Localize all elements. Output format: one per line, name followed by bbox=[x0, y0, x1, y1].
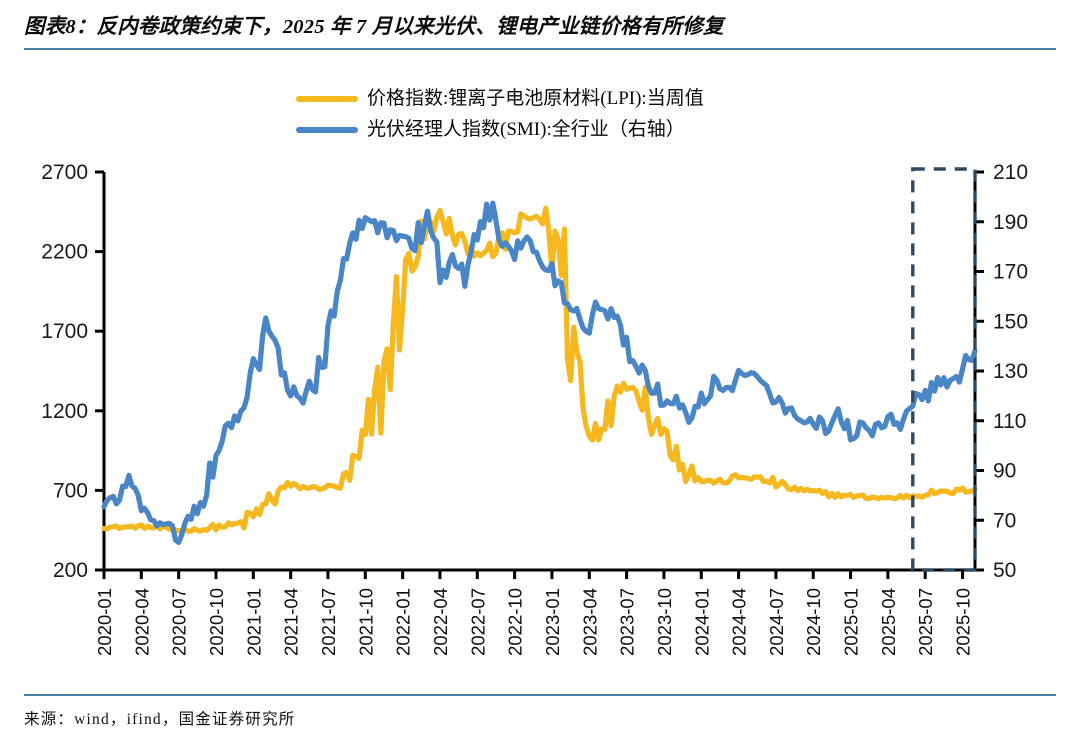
x-tick-2022-04: 2022-04 bbox=[430, 588, 451, 656]
right-tick-170: 170 bbox=[993, 261, 1028, 284]
axis-lines bbox=[95, 170, 984, 579]
x-tick-2021-07: 2021-07 bbox=[318, 588, 339, 656]
figure-title-block: 图表8：反内卷政策约束下，2025 年 7 月以来光伏、锂电产业链价格有所修复 bbox=[24, 12, 1056, 50]
left-axis-tick-labels: 200 700 1200 1700 2200 2700 bbox=[41, 161, 88, 582]
left-tick-1700: 1700 bbox=[41, 320, 88, 343]
chart-legend: 价格指数:锂离子电池原材料(LPI):当周值 光伏经理人指数(SMI):全行业（… bbox=[296, 88, 704, 141]
right-tick-210: 210 bbox=[993, 161, 1028, 184]
x-tick-2020-07: 2020-07 bbox=[169, 588, 190, 656]
legend-swatch-lpi bbox=[296, 96, 358, 102]
x-tick-2024-04: 2024-04 bbox=[729, 588, 750, 656]
x-tick-2020-04: 2020-04 bbox=[131, 588, 152, 656]
legend-item-lpi: 价格指数:锂离子电池原材料(LPI):当周值 bbox=[296, 88, 704, 110]
right-tick-150: 150 bbox=[993, 310, 1028, 333]
x-tick-2024-07: 2024-07 bbox=[766, 588, 787, 656]
legend-item-smi: 光伏经理人指数(SMI):全行业（右轴） bbox=[296, 119, 704, 141]
x-tick-2020-01: 2020-01 bbox=[94, 588, 115, 656]
right-tick-90: 90 bbox=[993, 460, 1016, 483]
figure-footer-block: 来源：wind，ifind，国金证券研究所 bbox=[24, 694, 1056, 729]
x-tick-2022-07: 2022-07 bbox=[467, 588, 488, 656]
title-divider bbox=[24, 48, 1056, 50]
x-tick-2022-10: 2022-10 bbox=[505, 588, 526, 656]
right-tick-70: 70 bbox=[993, 509, 1016, 532]
x-tick-2023-01: 2023-01 bbox=[542, 588, 563, 656]
series-line-smi bbox=[101, 200, 978, 546]
footer-divider bbox=[24, 694, 1056, 696]
x-tick-2025-01: 2025-01 bbox=[841, 588, 862, 656]
x-tick-2024-01: 2024-01 bbox=[691, 588, 712, 656]
source-note: 来源：wind，ifind，国金证券研究所 bbox=[24, 711, 296, 728]
legend-swatch-smi bbox=[296, 127, 358, 133]
legend-label-lpi: 价格指数:锂离子电池原材料(LPI):当周值 bbox=[367, 88, 704, 109]
right-tick-50: 50 bbox=[993, 559, 1016, 582]
series-lines bbox=[101, 200, 978, 546]
x-tick-2023-07: 2023-07 bbox=[617, 588, 638, 656]
x-tick-2023-10: 2023-10 bbox=[654, 588, 675, 656]
x-tick-2025-07: 2025-07 bbox=[915, 588, 936, 656]
right-tick-130: 130 bbox=[993, 360, 1028, 383]
highlight-box bbox=[911, 167, 977, 572]
series-line-lpi bbox=[101, 205, 978, 534]
right-axis-tick-labels: 50 70 90 110 130 150 170 190 210 bbox=[993, 161, 1028, 582]
plot-area: 200 700 1200 1700 2200 2700 50 70 90 110 130 150 17… bbox=[41, 161, 1028, 656]
x-tick-2021-10: 2021-10 bbox=[355, 588, 376, 656]
left-tick-2700: 2700 bbox=[41, 161, 88, 184]
legend-label-smi: 光伏经理人指数(SMI):全行业（右轴） bbox=[367, 119, 685, 140]
x-tick-2021-04: 2021-04 bbox=[281, 588, 302, 656]
left-tick-200: 200 bbox=[53, 559, 88, 582]
x-axis-tick-labels: 2020-01 2020-04 2020-07 2020-10 2021-01 2021-… bbox=[94, 588, 974, 656]
right-tick-110: 110 bbox=[993, 410, 1026, 433]
annotation-layer bbox=[911, 167, 977, 572]
right-tick-190: 190 bbox=[993, 211, 1028, 234]
left-tick-2200: 2200 bbox=[41, 241, 88, 264]
x-tick-2021-01: 2021-01 bbox=[243, 588, 264, 656]
x-tick-2023-04: 2023-04 bbox=[579, 588, 600, 656]
x-tick-2024-10: 2024-10 bbox=[803, 588, 824, 656]
page-title: 图表8：反内卷政策约束下，2025 年 7 月以来光伏、锂电产业链价格有所修复 bbox=[24, 16, 724, 38]
left-tick-700: 700 bbox=[53, 479, 88, 502]
x-tick-2020-10: 2020-10 bbox=[206, 588, 227, 656]
x-tick-2022-01: 2022-01 bbox=[393, 588, 414, 656]
x-tick-2025-10: 2025-10 bbox=[953, 588, 974, 656]
left-tick-1200: 1200 bbox=[41, 400, 88, 423]
x-tick-2025-04: 2025-04 bbox=[878, 588, 899, 656]
